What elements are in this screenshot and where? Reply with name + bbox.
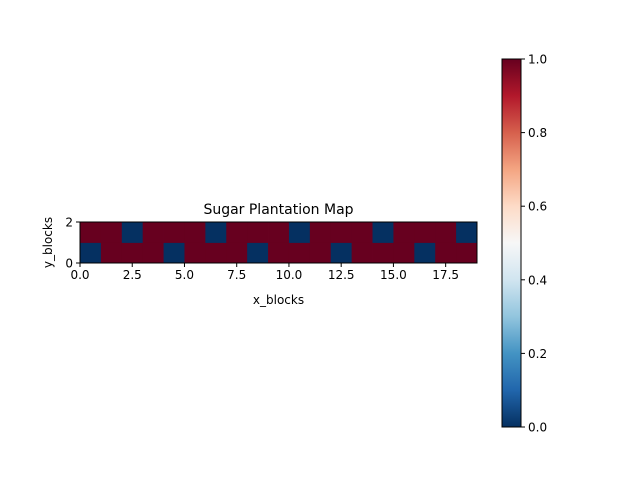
heatmap-cell bbox=[435, 242, 457, 264]
colorbar-tick-label: 0.6 bbox=[528, 200, 547, 214]
y-tick-label: 0 bbox=[65, 257, 73, 271]
y-tick-label: 2 bbox=[65, 216, 73, 230]
heatmap-cell bbox=[393, 222, 415, 243]
heatmap-cell bbox=[247, 242, 269, 264]
heatmap-cell bbox=[100, 222, 123, 243]
heatmap-cell bbox=[393, 242, 415, 264]
x-tick-label: 2.5 bbox=[123, 268, 142, 282]
colorbar bbox=[501, 58, 522, 428]
heatmap-cell bbox=[372, 222, 394, 243]
colorbar-tick-label: 0.2 bbox=[528, 347, 547, 361]
heatmap-cell bbox=[142, 242, 164, 264]
heatmap-cell bbox=[309, 242, 332, 264]
colorbar-ticks: 0.0 0.2 0.4 0.6 0.8 1.0 bbox=[521, 53, 547, 435]
x-tick-label: 7.5 bbox=[227, 268, 246, 282]
x-axis-label: x_blocks bbox=[253, 293, 304, 307]
heatmap-cell bbox=[268, 222, 290, 243]
x-tick-label: 17.5 bbox=[432, 268, 459, 282]
heatmap-cell bbox=[121, 242, 144, 264]
x-tick-label: 15.0 bbox=[380, 268, 407, 282]
heatmap-cell bbox=[121, 222, 144, 243]
heatmap-cell bbox=[330, 242, 353, 264]
heatmap-cell bbox=[205, 222, 227, 243]
heatmap-cell bbox=[435, 222, 457, 243]
x-tick-label: 5.0 bbox=[175, 268, 194, 282]
chart-title: Sugar Plantation Map bbox=[203, 202, 353, 218]
heatmap-cell bbox=[80, 222, 102, 243]
heatmap-cell bbox=[456, 242, 478, 264]
heatmap-cell bbox=[414, 222, 436, 243]
heatmap-cell bbox=[247, 222, 269, 243]
heatmap-cell bbox=[184, 222, 206, 243]
colorbar-tick-label: 0.4 bbox=[528, 273, 547, 287]
heatmap-cell bbox=[288, 222, 311, 243]
heatmap-cell bbox=[142, 222, 164, 243]
heatmap-cell bbox=[163, 242, 185, 264]
x-axis-ticks: 0.0 2.5 5.0 7.5 10.0 12.5 15.0 17.5 bbox=[70, 263, 459, 282]
heatmap-cell bbox=[268, 242, 290, 264]
heatmap-cell bbox=[351, 242, 373, 264]
y-axis-label: y_blocks bbox=[41, 217, 55, 268]
x-tick-label: 0.0 bbox=[70, 268, 89, 282]
plot-frame bbox=[79, 221, 478, 264]
colorbar-tick-label: 0.8 bbox=[528, 126, 547, 140]
heatmap-cell bbox=[163, 222, 185, 243]
heatmap-cell bbox=[414, 242, 436, 264]
heatmap-cell bbox=[351, 222, 373, 243]
y-axis-ticks: 02 bbox=[65, 216, 80, 271]
colorbar-tick-label: 0.0 bbox=[528, 421, 547, 435]
x-tick-label: 12.5 bbox=[328, 268, 355, 282]
heatmap-cell bbox=[309, 222, 332, 243]
heatmap-cell bbox=[184, 242, 206, 264]
colorbar-tick-label: 1.0 bbox=[528, 53, 547, 67]
heatmap-cell bbox=[226, 242, 248, 264]
heatmap-cell bbox=[80, 242, 102, 264]
heatmap-cell bbox=[100, 242, 123, 264]
heatmap-cell bbox=[205, 242, 227, 264]
heatmap-cell bbox=[330, 222, 353, 243]
heatmap-cell bbox=[372, 242, 394, 264]
heatmap-cells bbox=[80, 222, 478, 264]
heatmap-cell bbox=[226, 222, 248, 243]
x-tick-label: 10.0 bbox=[276, 268, 303, 282]
heatmap-cell bbox=[288, 242, 311, 264]
heatmap-cell bbox=[456, 222, 478, 243]
